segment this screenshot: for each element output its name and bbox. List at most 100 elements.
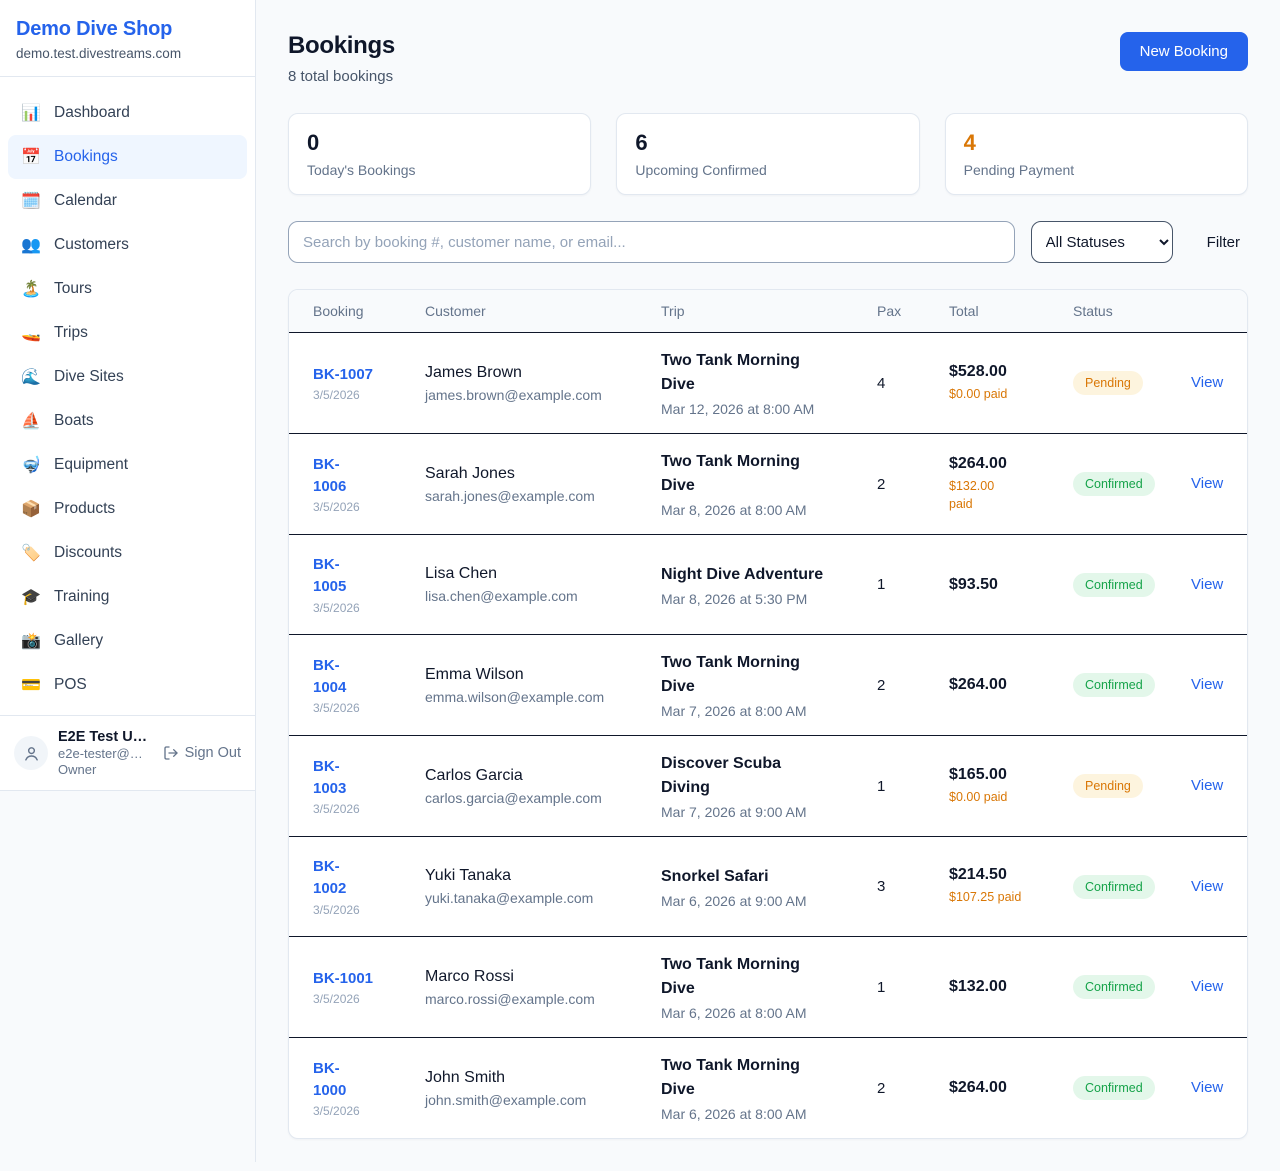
sign-out-icon [163,745,179,761]
total-amount: $165.00 [949,766,1073,784]
sidebar-nav: 📊 Dashboard 📅 Bookings 🗓️ Calendar 👥 Cus… [0,77,255,715]
booking-id-link[interactable]: BK- 1002 [313,856,346,900]
trip-datetime: Mar 8, 2026 at 5:30 PM [661,591,877,607]
booking-date: 3/5/2026 [313,992,425,1006]
status-badge: Pending [1073,774,1143,798]
filter-button[interactable]: Filter [1199,228,1248,257]
trip-name: Two Tank Morning Dive [661,651,877,699]
user-email: e2e-tester@… [58,746,159,761]
total-amount: $264.00 [949,1079,1073,1097]
view-link[interactable]: View [1191,878,1223,895]
view-link[interactable]: View [1191,777,1223,794]
sidebar-item-pos[interactable]: 💳 POS [8,663,247,707]
camera-icon: 📸 [18,631,44,651]
user-role: Owner [58,762,159,777]
table-row: BK- 1005 3/5/2026 Lisa Chen lisa.chen@ex… [289,534,1247,634]
view-link[interactable]: View [1191,978,1223,995]
total-amount: $264.00 [949,676,1073,694]
booking-id-link[interactable]: BK- 1004 [313,655,346,699]
sidebar-item-trips[interactable]: 🚤 Trips [8,311,247,355]
credit-card-icon: 💳 [18,675,44,695]
booking-date: 3/5/2026 [313,802,425,816]
customer-email: yuki.tanaka@example.com [425,890,661,906]
booking-date: 3/5/2026 [313,903,425,917]
sidebar-item-dive-sites[interactable]: 🌊 Dive Sites [8,355,247,399]
status-badge: Confirmed [1073,1076,1155,1100]
booking-date: 3/5/2026 [313,701,425,715]
view-link[interactable]: View [1191,676,1223,693]
trip-datetime: Mar 8, 2026 at 8:00 AM [661,502,877,518]
table-body: BK-1007 3/5/2026 James Brown james.brown… [289,333,1247,1138]
view-link[interactable]: View [1191,374,1223,391]
diving-mask-icon: 🤿 [18,455,44,475]
col-customer: Customer [425,303,661,319]
sign-out-button[interactable]: Sign Out [163,745,241,761]
customer-name: Lisa Chen [425,565,661,583]
new-booking-button[interactable]: New Booking [1120,32,1248,71]
sidebar-item-gallery[interactable]: 📸 Gallery [8,619,247,663]
main-content: Bookings 8 total bookings New Booking 0 … [256,0,1280,1171]
sidebar-item-bookings[interactable]: 📅 Bookings [8,135,247,179]
trip-name: Two Tank Morning Dive [661,1054,877,1102]
trip-name: Two Tank Morning Dive [661,450,877,498]
customer-name: John Smith [425,1069,661,1087]
status-badge: Confirmed [1073,673,1155,697]
total-amount: $264.00 [949,455,1073,473]
booking-id-link[interactable]: BK- 1000 [313,1058,346,1102]
search-input[interactable] [288,221,1015,263]
view-link[interactable]: View [1191,1079,1223,1096]
sidebar-item-products[interactable]: 📦 Products [8,487,247,531]
sidebar-item-boats[interactable]: ⛵ Boats [8,399,247,443]
status-badge: Confirmed [1073,875,1155,899]
trip-datetime: Mar 6, 2026 at 8:00 AM [661,1106,877,1122]
sidebar-item-equipment[interactable]: 🤿 Equipment [8,443,247,487]
booking-date: 3/5/2026 [313,388,425,402]
sidebar-item-dashboard[interactable]: 📊 Dashboard [8,91,247,135]
customer-name: Emma Wilson [425,666,661,684]
table-row: BK- 1000 3/5/2026 John Smith john.smith@… [289,1037,1247,1138]
booking-id-link[interactable]: BK-1007 [313,364,373,386]
page-subtitle: 8 total bookings [288,68,395,85]
view-link[interactable]: View [1191,475,1223,492]
view-link[interactable]: View [1191,576,1223,593]
customer-email: marco.rossi@example.com [425,991,661,1007]
spiral-calendar-icon: 🗓️ [18,191,44,211]
total-amount: $132.00 [949,978,1073,996]
user-icon [23,745,40,762]
pax-value: 2 [877,476,949,493]
status-select[interactable]: All Statuses [1031,221,1173,263]
sidebar-item-training[interactable]: 🎓 Training [8,575,247,619]
booking-id-link[interactable]: BK- 1006 [313,454,346,498]
status-badge: Pending [1073,371,1143,395]
pax-value: 2 [877,677,949,694]
trip-name: Night Dive Adventure [661,563,877,587]
customer-email: sarah.jones@example.com [425,488,661,504]
trip-name: Snorkel Safari [661,865,877,889]
table-header: Booking Customer Trip Pax Total Status [289,290,1247,333]
brand-domain: demo.test.divestreams.com [16,46,239,61]
user-name: E2E Test U… [58,729,159,745]
paid-amount: $132.00 paid [949,477,1039,513]
sidebar: Demo Dive Shop demo.test.divestreams.com… [0,0,256,1162]
speedboat-icon: 🚤 [18,323,44,343]
customer-name: Yuki Tanaka [425,867,661,885]
wave-icon: 🌊 [18,367,44,387]
sidebar-item-tours[interactable]: 🏝️ Tours [8,267,247,311]
sidebar-item-customers[interactable]: 👥 Customers [8,223,247,267]
booking-id-link[interactable]: BK-1001 [313,968,373,990]
bookings-table: Booking Customer Trip Pax Total Status B… [288,289,1248,1139]
col-total: Total [949,303,1073,319]
sidebar-item-discounts[interactable]: 🏷️ Discounts [8,531,247,575]
page-title: Bookings [288,32,395,60]
table-row: BK- 1002 3/5/2026 Yuki Tanaka yuki.tanak… [289,836,1247,936]
sidebar-item-calendar[interactable]: 🗓️ Calendar [8,179,247,223]
sign-out-label: Sign Out [185,745,241,761]
col-status: Status [1073,303,1191,319]
booking-id-link[interactable]: BK- 1005 [313,554,346,598]
brand-box: Demo Dive Shop demo.test.divestreams.com [0,0,255,77]
package-icon: 📦 [18,499,44,519]
paid-amount: $0.00 paid [949,788,1039,806]
booking-id-link[interactable]: BK- 1003 [313,756,346,800]
col-booking: Booking [313,303,425,319]
status-badge: Confirmed [1073,573,1155,597]
